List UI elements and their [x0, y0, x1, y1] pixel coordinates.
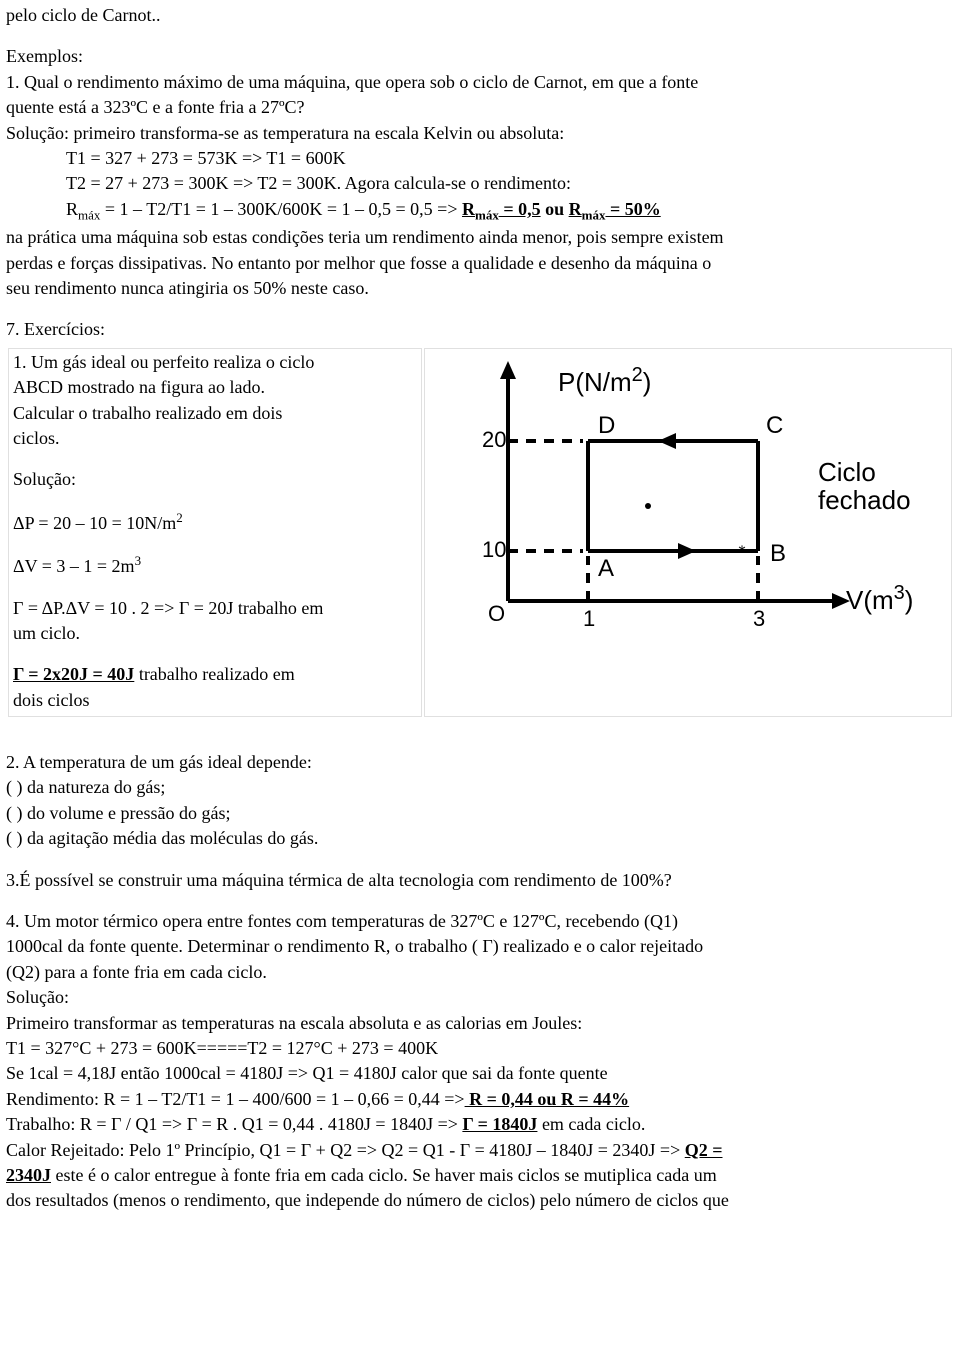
txt: = 1 – T2/T1 = 1 – 300K/600K = 1 – 0,5 = …	[100, 199, 462, 219]
exercise-right-cell: * 20 10 O 1 3 D C A B P(N/m2) V(m3) Cicl…	[424, 348, 952, 717]
examples-heading: Exemplos:	[6, 45, 954, 68]
q4-s4: Rendimento: R = 1 – T2/T1 = 1 – 400/600 …	[6, 1088, 954, 1111]
txt: 2340J	[6, 1165, 51, 1185]
e1-l1: 1. Um gás ideal ou perfeito realiza o ci…	[13, 351, 417, 374]
sol-l3: T2 = 27 + 273 = 300K => T2 = 300K. Agora…	[6, 172, 954, 195]
e1-l3: Calcular o trabalho realizado em dois	[13, 402, 417, 425]
exercise-left-cell: 1. Um gás ideal ou perfeito realiza o ci…	[8, 348, 422, 717]
tick-y-20: 20	[482, 427, 506, 452]
txt: ΔP = 20 – 10 = 10N/m	[13, 513, 176, 533]
exercise-table: 1. Um gás ideal ou perfeito realiza o ci…	[6, 346, 954, 719]
txt: Q2 =	[685, 1140, 723, 1160]
txt: este é o calor entregue à fonte fria em …	[51, 1165, 717, 1185]
q2-o2: ( ) do volume e pressão do gás;	[6, 802, 954, 825]
tick-x-1: 1	[583, 606, 595, 631]
q1-l2: quente está a 323ºC e a fonte fria a 27º…	[6, 96, 954, 119]
sup: 2	[176, 510, 183, 525]
side-l1: Ciclo	[818, 457, 876, 487]
point-b: B	[770, 540, 786, 567]
q4-s1: Primeiro transformar as temperaturas na …	[6, 1012, 954, 1035]
q4-s5: Trabalho: R = Γ / Q1 => Γ = R . Q1 = 0,4…	[6, 1113, 954, 1136]
q4-l3: (Q2) para a fonte fria em cada ciclo.	[6, 961, 954, 984]
sub: máx	[78, 207, 100, 222]
tick-y-10: 10	[482, 537, 506, 562]
sol-l4: Rmáx = 1 – T2/T1 = 1 – 300K/600K = 1 – 0…	[6, 198, 954, 224]
origin-label: O	[488, 601, 505, 626]
dv: ΔV = 3 – 1 = 2m3	[13, 553, 417, 578]
q4-l1: 4. Um motor térmico opera entre fontes c…	[6, 910, 954, 933]
e1-l2: ABCD mostrado na figura ao lado.	[13, 376, 417, 399]
y-axis-label: P(N/m2)	[558, 364, 651, 397]
point-a: A	[598, 555, 614, 582]
txt: ΔV = 3 – 1 = 2m	[13, 556, 135, 576]
sol-l6: perdas e forças dissipativas. No entanto…	[6, 252, 954, 275]
sol-l1: Solução: primeiro transforma-se as tempe…	[6, 122, 954, 145]
sub: máx	[582, 207, 606, 222]
q4-s3: Se 1cal = 4,18J então 1000cal = 4180J =>…	[6, 1062, 954, 1085]
sol-l7: seu rendimento nunca atingiria os 50% ne…	[6, 277, 954, 300]
q1-l1: 1. Qual o rendimento máximo de uma máqui…	[6, 71, 954, 94]
sup: 3	[135, 553, 142, 568]
txt: R	[569, 199, 582, 219]
q2-o1: ( ) da natureza do gás;	[6, 776, 954, 799]
sol-l5: na prática uma máquina sob estas condiçõ…	[6, 226, 954, 249]
txt: = 50%	[605, 199, 660, 219]
txt: Calor Rejeitado: Pelo 1º Princípio, Q1 =…	[6, 1140, 685, 1160]
tick-x-3: 3	[753, 606, 765, 631]
txt: Trabalho: R = Γ / Q1 => Γ = R . Q1 = 0,4…	[6, 1114, 462, 1134]
txt: Γ = 1840J	[462, 1114, 537, 1134]
q4-s7: 2340J este é o calor entregue à fonte fr…	[6, 1164, 954, 1187]
q4-s2: T1 = 327°C + 273 = 600K=====T2 = 127°C +…	[6, 1037, 954, 1060]
txt: trabalho realizado em	[134, 664, 294, 684]
txt: R = 0,44 ou R = 44%	[465, 1089, 630, 1109]
e1-l4: ciclos.	[13, 427, 417, 450]
txt: R	[66, 199, 78, 219]
gamma-l2: um ciclo.	[13, 622, 417, 645]
sol-label: Solução:	[13, 468, 417, 491]
sol-l2: T1 = 327 + 273 = 573K => T1 = 600K	[6, 147, 954, 170]
txt: = 0,5	[499, 199, 541, 219]
q4-s6: Calor Rejeitado: Pelo 1º Princípio, Q1 =…	[6, 1139, 954, 1162]
point-c: C	[766, 412, 783, 439]
q4-l2: 1000cal da fonte quente. Determinar o re…	[6, 935, 954, 958]
side-l2: fechado	[818, 485, 911, 515]
txt: R	[462, 199, 475, 219]
q2-l1: 2. A temperatura de um gás ideal depende…	[6, 751, 954, 774]
line: pelo ciclo de Carnot..	[6, 4, 954, 27]
txt: em cada ciclo.	[537, 1114, 645, 1134]
result-u: Γ = 2x20J = 40J	[13, 664, 134, 684]
gamma-l1: Γ = ΔP.ΔV = 10 . 2 => Γ = 20J trabalho e…	[13, 597, 417, 620]
svg-text:*: *	[738, 543, 746, 560]
result-l1: Γ = 2x20J = 40J trabalho realizado em	[13, 663, 417, 686]
pv-diagram: * 20 10 O 1 3 D C A B P(N/m2) V(m3) Cicl…	[438, 351, 938, 651]
txt: ou	[541, 199, 569, 219]
sub: máx	[475, 207, 499, 222]
q4-s8: dos resultados (menos o rendimento, que …	[6, 1189, 954, 1212]
q2-o3: ( ) da agitação média das moléculas do g…	[6, 827, 954, 850]
result-l2: dois ciclos	[13, 689, 417, 712]
q3-l1: 3.É possível se construir uma máquina té…	[6, 869, 954, 892]
x-axis-label: V(m3)	[846, 582, 913, 615]
dp: ΔP = 20 – 10 = 10N/m2	[13, 510, 417, 535]
point-d: D	[598, 412, 615, 439]
q4-sol: Solução:	[6, 986, 954, 1009]
exercises-heading: 7. Exercícios:	[6, 318, 954, 341]
txt: Rendimento: R = 1 – T2/T1 = 1 – 400/600 …	[6, 1089, 465, 1109]
